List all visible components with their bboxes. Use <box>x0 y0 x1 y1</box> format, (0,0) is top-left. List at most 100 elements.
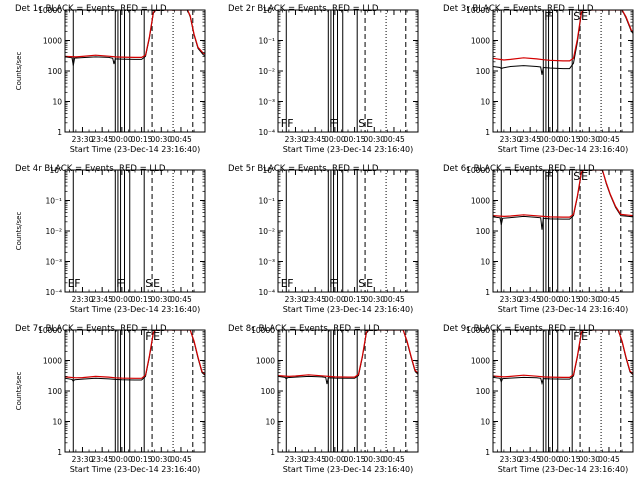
marker-letter: E <box>153 330 160 343</box>
panel-title: Det 5r BLACK = Events, RED = LLD <box>228 164 379 174</box>
marker-letter: S <box>358 117 365 130</box>
x-tick-label: 00:15 <box>131 455 153 464</box>
x-axis-label: Start Time (23-Dec-14 23:16:40) <box>283 145 414 154</box>
y-axis-label: Counts/sec <box>15 212 23 251</box>
y-tick-label: 100 <box>261 387 276 396</box>
series-line <box>65 10 205 58</box>
marker-letter: E <box>68 277 75 290</box>
marker-letter: F <box>544 10 550 23</box>
x-tick-label: 23:30 <box>72 295 94 304</box>
x-tick-label: 00:00 <box>539 455 561 464</box>
y-tick-label: 10⁻² <box>258 227 275 236</box>
y-tick-label: 10⁻¹ <box>258 37 275 46</box>
y-tick-label: 100 <box>48 67 63 76</box>
marker-letter: S <box>573 10 580 23</box>
y-tick-label: 100 <box>48 387 63 396</box>
x-tick-label: 23:30 <box>500 455 522 464</box>
x-tick-label: 00:15 <box>131 135 153 144</box>
y-tick-label: 10⁻¹ <box>258 197 275 206</box>
y-tick-label: 10⁻⁴ <box>258 128 275 137</box>
panel-title: Det 9c BLACK = Events, RED = LLD <box>443 324 595 334</box>
x-tick-label: 00:15 <box>344 455 366 464</box>
series-line <box>493 10 633 62</box>
x-tick-label: 23:45 <box>91 455 113 464</box>
y-tick-label: 10⁰ <box>262 6 275 15</box>
y-axis-label: Counts/sec <box>15 52 23 91</box>
x-tick-label: 00:30 <box>150 135 172 144</box>
marker-letter: S <box>358 277 365 290</box>
plot-frame <box>492 329 634 453</box>
panel-3: 1 10 100 1000 10000 23:3023:4500:0000:1500:30… <box>443 4 634 154</box>
series-line <box>65 330 205 383</box>
plot-frame <box>64 169 206 293</box>
x-tick-label: 23:45 <box>304 455 326 464</box>
x-tick-label: 23:45 <box>91 135 113 144</box>
y-tick-label: 10000 <box>466 166 490 175</box>
x-tick-label: 00:00 <box>324 295 346 304</box>
y-tick-label: 1 <box>57 448 62 457</box>
plot-frame <box>277 329 419 453</box>
x-tick-label: 00:15 <box>559 135 581 144</box>
panel-4: 10⁻⁴10⁻³10⁻²10⁻¹10⁰23:3023:4500:0000:150… <box>15 164 206 314</box>
panel-1: 1 10 100 1000 10000 23:3023:4500:0000:1500:30… <box>15 4 206 154</box>
y-tick-label: 1000 <box>471 37 490 46</box>
x-tick-label: 00:00 <box>111 295 133 304</box>
x-tick-label: 00:30 <box>578 295 600 304</box>
panel-title: Det 8c BLACK = Events, RED = LLD <box>228 324 380 334</box>
plot-frame <box>277 169 419 293</box>
y-tick-label: 10000 <box>466 6 490 15</box>
x-tick-label: 23:45 <box>519 455 541 464</box>
marker-letter: F <box>329 117 335 130</box>
series-line <box>493 170 633 230</box>
x-tick-label: 23:30 <box>285 295 307 304</box>
x-tick-label: 00:30 <box>578 455 600 464</box>
x-axis-label: Start Time (23-Dec-14 23:16:40) <box>70 465 201 474</box>
panel-title: Det 6c BLACK = Events, RED = LLD <box>443 164 595 174</box>
x-tick-label: 00:45 <box>598 135 620 144</box>
panel-title: Det 2r BLACK = Events, RED = LLD <box>228 4 379 14</box>
series-line <box>493 330 633 378</box>
x-tick-label: 00:45 <box>383 455 405 464</box>
x-axis-label: Start Time (23-Dec-14 23:16:40) <box>70 145 201 154</box>
x-tick-label: 23:30 <box>72 135 94 144</box>
x-tick-label: 00:00 <box>111 455 133 464</box>
y-tick-label: 10⁻³ <box>45 258 62 267</box>
y-tick-label: 1000 <box>43 37 62 46</box>
x-axis-label: Start Time (23-Dec-14 23:16:40) <box>283 305 414 314</box>
marker-letter: E <box>581 330 588 343</box>
panel-2: 10⁻⁴10⁻³10⁻²10⁻¹10⁰23:3023:4500:0000:150… <box>228 4 419 154</box>
series-line <box>278 330 418 378</box>
y-tick-label: 10 <box>480 418 490 427</box>
x-tick-label: 00:30 <box>363 135 385 144</box>
x-tick-label: 00:45 <box>170 295 192 304</box>
panel-6: 1 10 100 1000 10000 23:3023:4500:0000:1500:30… <box>443 164 634 314</box>
x-tick-label: 23:30 <box>285 135 307 144</box>
panel-title: Det 7c BLACK = Events, RED = LLD <box>15 324 167 334</box>
y-tick-label: 10⁻¹ <box>45 197 62 206</box>
x-tick-label: 00:00 <box>539 135 561 144</box>
x-tick-label: 00:00 <box>324 455 346 464</box>
series-line <box>493 330 633 386</box>
x-tick-label: 23:30 <box>285 455 307 464</box>
x-axis-label: Start Time (23-Dec-14 23:16:40) <box>498 145 629 154</box>
x-tick-label: 00:30 <box>363 295 385 304</box>
marker-letter: E <box>281 277 288 290</box>
x-tick-label: 23:45 <box>91 295 113 304</box>
panel-7: 1 10 100 1000 10000 23:3023:4500:0000:1500:30… <box>15 324 206 474</box>
y-tick-label: 1000 <box>471 197 490 206</box>
x-tick-label: 00:00 <box>324 135 346 144</box>
x-axis-label: Start Time (23-Dec-14 23:16:40) <box>70 305 201 314</box>
marker-letter: F <box>287 277 293 290</box>
marker-letter: F <box>547 170 553 183</box>
panel-9: 1 10 100 1000 10000 23:3023:4500:0000:1500:30… <box>443 324 634 474</box>
marker-letter: F <box>116 277 122 290</box>
y-axis-label: Counts/sec <box>15 372 23 411</box>
x-tick-label: 23:45 <box>519 135 541 144</box>
y-tick-label: 1000 <box>471 357 490 366</box>
marker-letter: F <box>544 170 550 183</box>
y-tick-label: 1 <box>270 448 275 457</box>
marker-letter: E <box>153 277 160 290</box>
y-tick-label: 10 <box>52 418 62 427</box>
y-tick-label: 1 <box>485 128 490 137</box>
x-tick-label: 23:45 <box>304 295 326 304</box>
